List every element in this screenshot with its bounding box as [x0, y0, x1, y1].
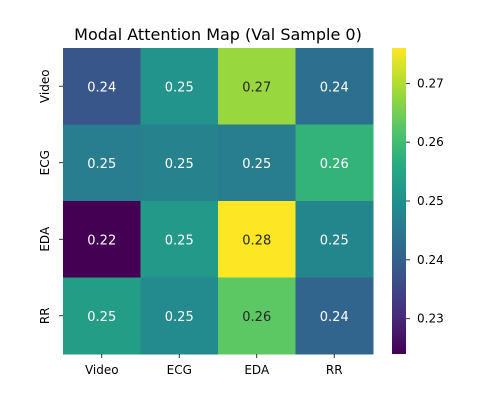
- heatmap-cell: [63, 48, 141, 125]
- cell-value-label: 0.25: [165, 233, 194, 248]
- heatmap-cell: [63, 277, 141, 355]
- cell-value-label: 0.26: [242, 310, 271, 325]
- y-tick-label: Video: [38, 69, 52, 103]
- cell-value-label: 0.25: [242, 157, 271, 172]
- cell-value-label: 0.28: [242, 233, 271, 248]
- heatmap-cell: [218, 48, 296, 125]
- colorbar-ticks: 0.23 0.24 0.25 0.26 0.27: [406, 76, 444, 326]
- colorbar-tick-label: 0.23: [417, 312, 444, 326]
- heatmap-cell: [295, 124, 374, 202]
- y-axis-ticks: Video ECG EDA RR: [38, 69, 63, 324]
- cell-value-label: 0.25: [320, 233, 349, 248]
- colorbar-tick-label: 0.25: [417, 194, 444, 208]
- x-tick-label: RR: [326, 363, 343, 377]
- cell-value-label: 0.22: [87, 233, 116, 248]
- heatmap-cell: [295, 201, 374, 278]
- heatmap-cell: [295, 48, 374, 125]
- heatmap-cell: [218, 124, 296, 202]
- heatmap-cells: 0.24 0.25 0.27 0.24 0.25 0.25 0.25 0.26 0.22 0.25…: [63, 48, 374, 355]
- cell-value-label: 0.27: [242, 80, 271, 95]
- cell-value-label: 0.25: [165, 157, 194, 172]
- cell-value-label: 0.25: [165, 80, 194, 95]
- x-tick-label: EDA: [244, 363, 270, 377]
- heatmap-cell: [218, 201, 296, 278]
- x-tick-label: Video: [85, 363, 119, 377]
- heatmap-cell: [63, 201, 141, 278]
- cell-value-label: 0.24: [320, 310, 349, 325]
- y-tick-label: RR: [38, 307, 52, 324]
- heatmap-cell: [295, 277, 374, 355]
- heatmap-cell: [63, 124, 141, 202]
- heatmap-cell: [140, 48, 219, 125]
- cell-value-label: 0.26: [320, 157, 349, 172]
- heatmap-cell: [140, 201, 219, 278]
- cell-value-label: 0.25: [87, 157, 116, 172]
- colorbar-tick-label: 0.26: [417, 135, 444, 149]
- cell-value-label: 0.24: [87, 80, 116, 95]
- y-tick-label: ECG: [38, 150, 52, 175]
- cell-value-label: 0.25: [87, 310, 116, 325]
- colorbar-tick-label: 0.27: [417, 76, 444, 90]
- heatmap-cell: [140, 124, 219, 202]
- colorbar-tick-label: 0.24: [417, 253, 444, 267]
- x-axis-ticks: Video ECG EDA RR: [85, 354, 343, 377]
- x-tick-label: ECG: [167, 363, 192, 377]
- cell-value-label: 0.25: [165, 310, 194, 325]
- colorbar: 0.23 0.24 0.25 0.26 0.27: [392, 48, 444, 354]
- chart-title: Modal Attention Map (Val Sample 0): [74, 25, 362, 44]
- heatmap-cell: [218, 277, 296, 355]
- heatmap-cell: [140, 277, 219, 355]
- cell-value-label: 0.24: [320, 80, 349, 95]
- y-tick-label: EDA: [38, 226, 52, 252]
- colorbar-gradient: [392, 48, 406, 354]
